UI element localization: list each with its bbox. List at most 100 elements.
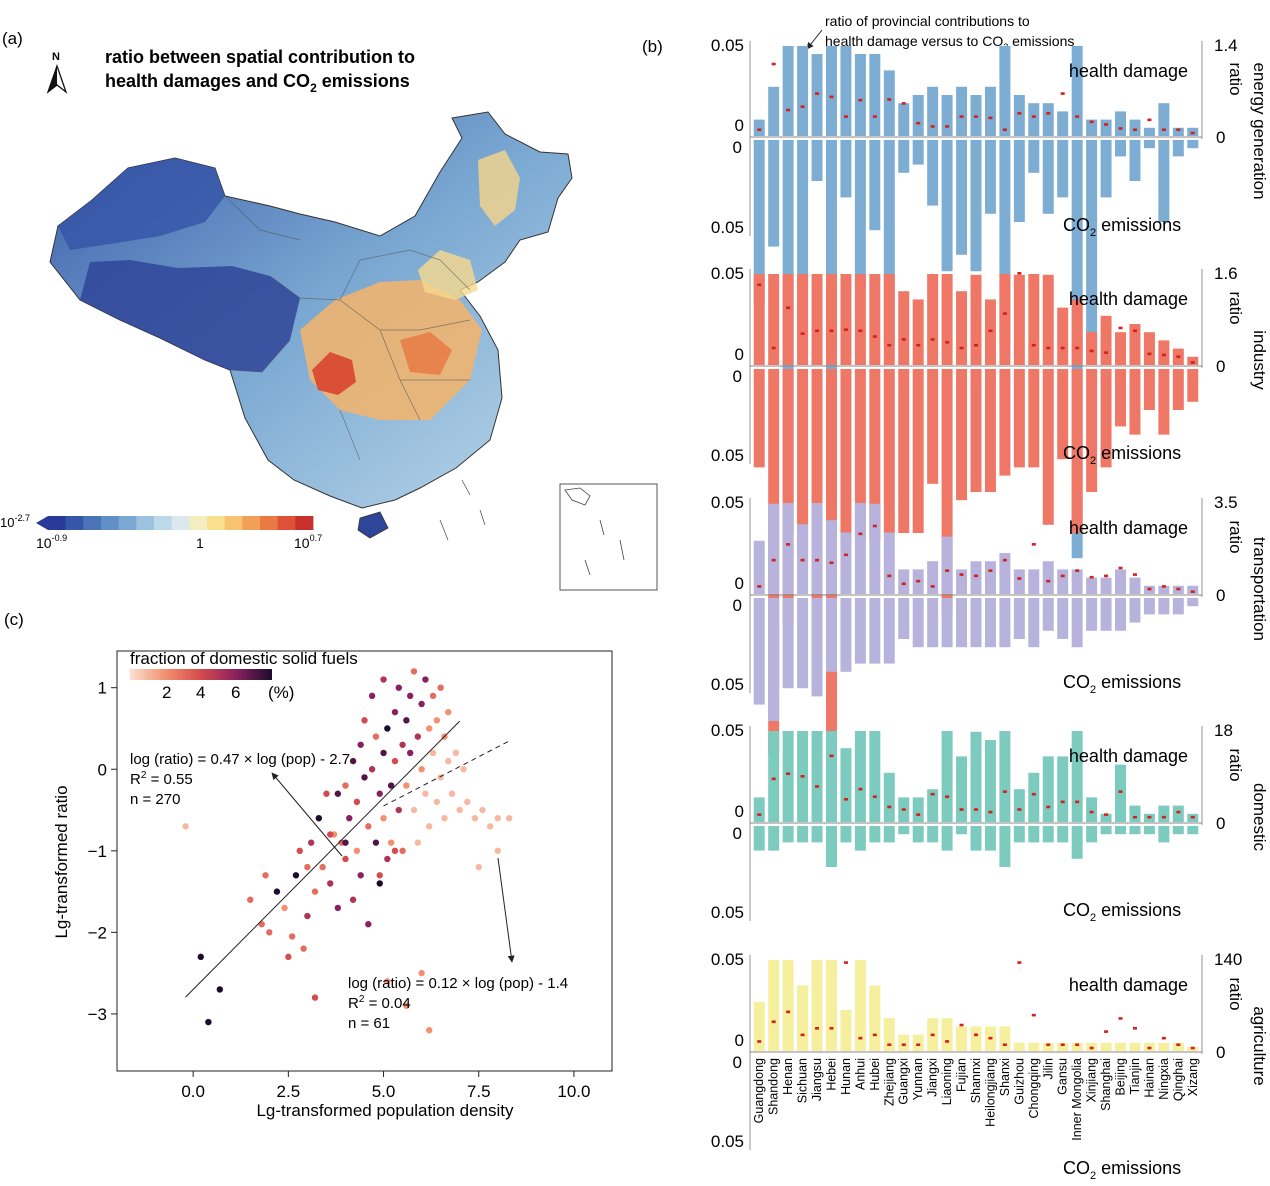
y-tick-co2-zero: 0 [733, 596, 742, 615]
ratio-point [1104, 351, 1109, 354]
health-bar [927, 789, 939, 822]
health-bar [1129, 805, 1141, 822]
colorbar-label-mid: 1 [196, 535, 204, 551]
health-bar [984, 740, 996, 822]
ratio-point [1075, 115, 1080, 118]
ratio-point [843, 798, 848, 801]
co2-bar [854, 826, 866, 851]
health-bar [753, 797, 765, 822]
health-bar [956, 291, 968, 365]
scatter-point [311, 888, 319, 895]
health-bar [1071, 569, 1083, 594]
ratio-point [1147, 118, 1152, 122]
co2-bar [840, 369, 852, 542]
co2-emissions-label: CO2 emissions [1063, 1158, 1181, 1182]
health-bar [768, 274, 780, 365]
health-bar [883, 274, 895, 365]
health-bar [1158, 1042, 1170, 1051]
co2-bar [912, 598, 924, 648]
ratio-point [771, 558, 776, 562]
ratio-point [916, 121, 921, 125]
ratio-point [786, 543, 791, 546]
fit2-arrow [497, 857, 515, 963]
scatter-point [471, 814, 479, 822]
province-label: Beijing [1114, 1058, 1128, 1096]
health-bar [1028, 274, 1040, 365]
ratio-point [771, 777, 776, 781]
health-bar [912, 299, 924, 365]
ratio-point [1176, 1043, 1181, 1047]
scatter-point [349, 757, 357, 765]
health-bar [941, 536, 953, 594]
scatter-point [414, 839, 422, 846]
health-damage-label: health damage [1069, 518, 1188, 538]
ratio-point [959, 573, 964, 576]
scatter-point [395, 806, 402, 814]
health-bar [1057, 569, 1069, 594]
scatter-point [403, 782, 410, 789]
health-bar [941, 1018, 953, 1051]
co2-bar [1158, 598, 1170, 615]
y-tick-ratio-max: 140 [1214, 950, 1242, 969]
ratio-point [757, 283, 762, 287]
co2-bar [999, 369, 1011, 476]
colorbar-cell [48, 516, 67, 530]
co2-bar [927, 140, 939, 206]
ratio-point [1046, 579, 1051, 583]
co2-bar [1086, 598, 1098, 631]
co2-bar [970, 140, 982, 272]
ratio-point [1161, 128, 1166, 132]
health-bar [984, 561, 996, 594]
province-label: Gansu [1056, 1058, 1070, 1095]
ratio-point [945, 795, 950, 799]
ratio-point [1002, 128, 1007, 132]
health-bar [811, 731, 823, 822]
co2-bar [854, 598, 866, 664]
health-bar [1013, 1042, 1025, 1051]
health-bar [854, 960, 866, 1051]
ratio-point [916, 1043, 921, 1047]
health-bar [797, 46, 809, 136]
health-bar [941, 95, 953, 136]
health-bar [1071, 1042, 1083, 1051]
ratio-point [1017, 577, 1022, 580]
ratio-point [1031, 792, 1036, 796]
ratio-point [1132, 815, 1137, 819]
health-bar [970, 731, 982, 822]
ratio-point [829, 329, 834, 333]
ratio-point [858, 98, 863, 102]
health-bar [869, 985, 881, 1051]
co2-bar [1187, 369, 1199, 402]
scatter-point [205, 1018, 212, 1026]
co2-bar [941, 598, 953, 648]
province-label: Anhui [853, 1058, 867, 1090]
co2-bar [883, 826, 895, 843]
co2-bar [898, 598, 910, 639]
co2-bar [797, 140, 809, 354]
y-tick-co2-max: 0.05 [711, 675, 744, 694]
province-label: Zhejiang [882, 1058, 896, 1106]
colorbar-cell [295, 516, 314, 530]
scatter-point [384, 725, 391, 732]
y-tick-ratio-max: 1.4 [1214, 36, 1238, 55]
co2-emissions-label: CO2 emissions [1063, 672, 1181, 696]
co2-bar [1172, 598, 1184, 615]
scatter-xlabel: Lg-transformed population density [256, 1101, 514, 1120]
scatter-point [460, 766, 467, 773]
scatter-point [353, 798, 361, 806]
health-bar [811, 274, 823, 365]
co2-bar [1143, 369, 1155, 410]
scatter-point [391, 847, 399, 855]
panel-b-label: (b) [642, 37, 663, 56]
ratio-point [800, 105, 805, 109]
y-tick-health-zero: 0 [735, 345, 744, 364]
co2-bar [970, 598, 982, 648]
health-bar [768, 503, 780, 594]
ratio-point [786, 772, 791, 776]
co2-bar [797, 369, 809, 558]
co2-bar [1071, 598, 1083, 648]
co2-bar [999, 826, 1011, 867]
health-bar [883, 532, 895, 594]
co2-bar [768, 140, 780, 247]
